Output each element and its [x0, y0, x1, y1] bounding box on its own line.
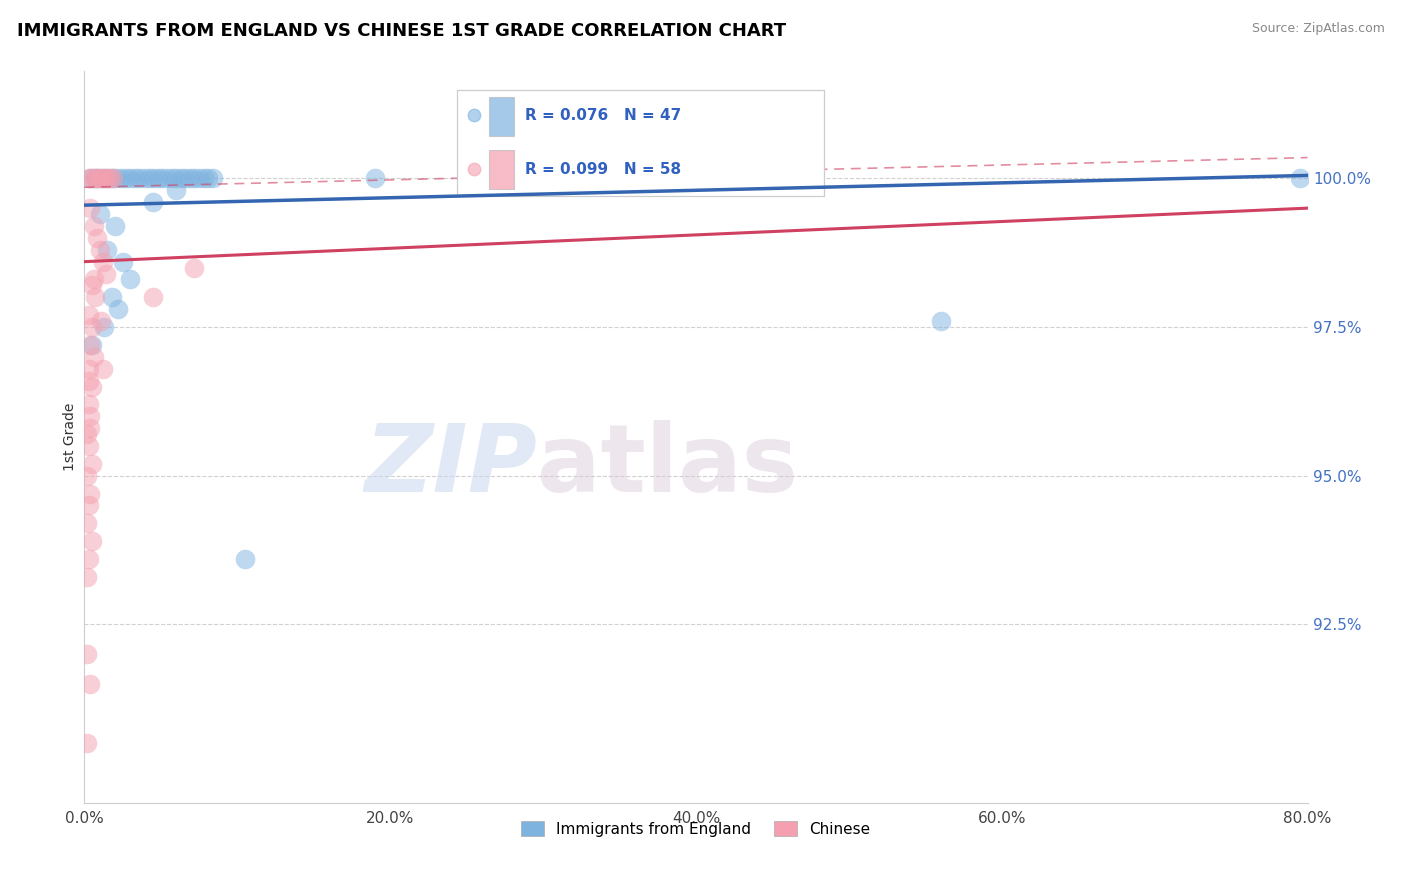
Point: [76, 468, 98, 483]
Point: [96, 171, 118, 186]
Point: [79, 409, 101, 424]
Point: [183, 260, 205, 275]
Point: [76, 736, 98, 750]
Point: [146, 171, 169, 186]
Point: [193, 171, 215, 186]
Point: [79, 421, 101, 435]
Point: [114, 171, 136, 186]
Point: [101, 290, 124, 304]
Y-axis label: 1st Grade: 1st Grade: [63, 403, 77, 471]
Point: [79, 201, 101, 215]
Point: [110, 171, 132, 186]
Point: [107, 302, 129, 317]
Point: [91, 361, 114, 376]
Point: [91, 171, 114, 186]
Point: [76, 516, 98, 531]
Point: [79, 338, 101, 352]
Point: [138, 171, 160, 186]
Point: [120, 272, 142, 286]
Point: [90, 314, 112, 328]
Point: [89, 243, 111, 257]
Point: [84, 171, 107, 186]
Point: [160, 171, 183, 186]
Point: [77, 374, 100, 388]
Point: [364, 171, 387, 186]
Point: [174, 171, 197, 186]
Point: [120, 171, 142, 186]
Point: [179, 171, 201, 186]
Point: [80, 379, 103, 393]
Point: [197, 171, 219, 186]
Point: [96, 171, 118, 186]
Point: [170, 171, 193, 186]
Point: [96, 243, 118, 257]
Point: [128, 171, 150, 186]
Point: [98, 171, 121, 186]
Text: Source: ZipAtlas.com: Source: ZipAtlas.com: [1251, 22, 1385, 36]
Point: [84, 290, 107, 304]
Point: [76, 427, 98, 442]
Point: [188, 171, 211, 186]
Text: atlas: atlas: [537, 420, 799, 512]
Point: [156, 171, 179, 186]
Point: [86, 231, 108, 245]
Point: [1289, 171, 1312, 186]
Point: [77, 171, 100, 186]
Point: [142, 195, 165, 210]
Point: [93, 171, 115, 186]
Point: [111, 254, 134, 268]
Point: [79, 171, 101, 186]
Legend: Immigrants from England, Chinese: Immigrants from England, Chinese: [515, 814, 877, 843]
Point: [150, 171, 173, 186]
Point: [233, 552, 256, 566]
Point: [101, 171, 124, 186]
Point: [104, 219, 127, 233]
Point: [89, 207, 111, 221]
Point: [105, 171, 128, 186]
Point: [79, 486, 101, 500]
Point: [94, 267, 117, 281]
Point: [87, 171, 110, 186]
Point: [83, 219, 105, 233]
Point: [91, 254, 114, 268]
Point: [929, 314, 952, 328]
Point: [80, 171, 103, 186]
Point: [77, 397, 100, 411]
Point: [77, 439, 100, 453]
Point: [83, 350, 105, 364]
Point: [662, 171, 685, 186]
Point: [142, 290, 165, 304]
Point: [83, 272, 105, 286]
Point: [76, 647, 98, 661]
Point: [77, 308, 100, 322]
Point: [93, 320, 115, 334]
Point: [80, 534, 103, 549]
Point: [80, 278, 103, 293]
Point: [165, 171, 187, 186]
Point: [76, 570, 98, 584]
Point: [142, 171, 165, 186]
Point: [77, 552, 100, 566]
Point: [84, 171, 107, 186]
Text: IMMIGRANTS FROM ENGLAND VS CHINESE 1ST GRADE CORRELATION CHART: IMMIGRANTS FROM ENGLAND VS CHINESE 1ST G…: [17, 22, 786, 40]
Point: [90, 171, 112, 186]
Point: [79, 677, 101, 691]
Point: [87, 171, 110, 186]
Point: [201, 171, 224, 186]
Point: [132, 171, 155, 186]
Point: [77, 361, 100, 376]
Point: [80, 320, 103, 334]
Point: [77, 499, 100, 513]
Point: [124, 171, 146, 186]
Point: [165, 183, 187, 197]
Text: ZIP: ZIP: [364, 420, 537, 512]
Point: [183, 171, 205, 186]
Point: [80, 338, 103, 352]
Point: [80, 457, 103, 471]
Point: [103, 171, 125, 186]
